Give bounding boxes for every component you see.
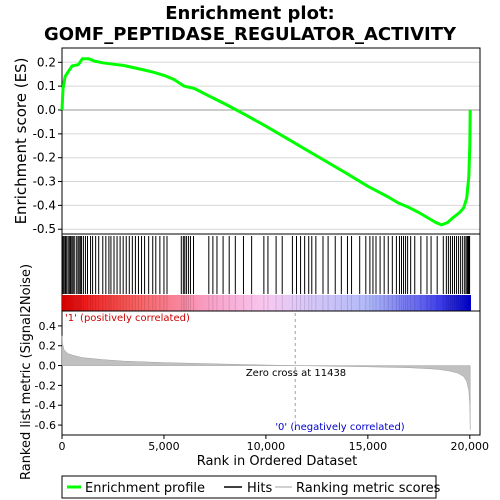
metric-x-axis: 0 5,000 10,000 15,000 20,000 [59, 435, 490, 453]
chart-title-line-2: GOMF_PEPTIDASE_REGULATOR_ACTIVITY [44, 24, 457, 45]
es-y-tick-label: -0.3 [33, 175, 56, 189]
zero-cross-label: Zero cross at 11438 [246, 368, 346, 379]
metric-y-tick-label: -0.2 [35, 379, 56, 392]
metric-y-tick-label: 0.2 [39, 340, 57, 353]
es-y-tick-label: -0.5 [33, 222, 56, 236]
enrichment-panel: 0.2 0.1 0.0 -0.1 -0.2 -0.3 -0.4 -0.5 Enrichment… [12, 48, 480, 236]
legend-hits-label: Hits [247, 481, 272, 496]
enrichment-profile-line [62, 59, 470, 225]
ranking-metric-area [62, 336, 470, 430]
metric-y-tick-label: 0.4 [39, 320, 57, 333]
es-y-axis-label: Enrichment score (ES) [12, 58, 30, 225]
es-y-tick-label: 0.0 [37, 103, 56, 117]
legend-enrichment-label: Enrichment profile [85, 481, 205, 496]
es-plot-frame [62, 48, 480, 234]
metric-y-tick-label: 0.0 [39, 360, 57, 373]
es-y-tick-label: -0.4 [33, 198, 56, 212]
metric-y-tick-label: -0.6 [35, 419, 56, 432]
metric-y-axis: 0.4 0.2 0.0 -0.2 -0.4 -0.6 [35, 320, 62, 432]
x-tick-label: 20,000 [451, 440, 490, 453]
es-y-tick-label: 0.2 [37, 55, 56, 69]
x-tick-label: 0 [59, 440, 66, 453]
hits-panel [62, 234, 480, 311]
es-y-tick-label: 0.1 [37, 79, 56, 93]
negative-correlation-label: '0' (negatively correlated) [275, 422, 404, 433]
es-gridlines [62, 62, 480, 229]
legend-ranking-label: Ranking metric scores [296, 481, 441, 496]
chart-title-line-1: Enrichment plot: [165, 3, 335, 24]
metric-y-tick-label: -0.4 [35, 399, 56, 412]
x-axis-label: Rank in Ordered Dataset [197, 454, 358, 469]
x-tick-label: 15,000 [349, 440, 388, 453]
es-y-tick-label: -0.1 [33, 127, 56, 141]
positive-correlation-label: '1' (positively correlated) [65, 313, 190, 324]
es-y-axis: 0.2 0.1 0.0 -0.1 -0.2 -0.3 -0.4 -0.5 [33, 55, 62, 236]
es-y-tick-label: -0.2 [33, 151, 56, 165]
x-tick-label: 10,000 [247, 440, 286, 453]
x-tick-label: 5,000 [148, 440, 180, 453]
metric-y-axis-label: Ranked list metric (Signal2Noise) [19, 264, 34, 480]
legend: Enrichment profile Hits Ranking metric s… [62, 476, 441, 498]
